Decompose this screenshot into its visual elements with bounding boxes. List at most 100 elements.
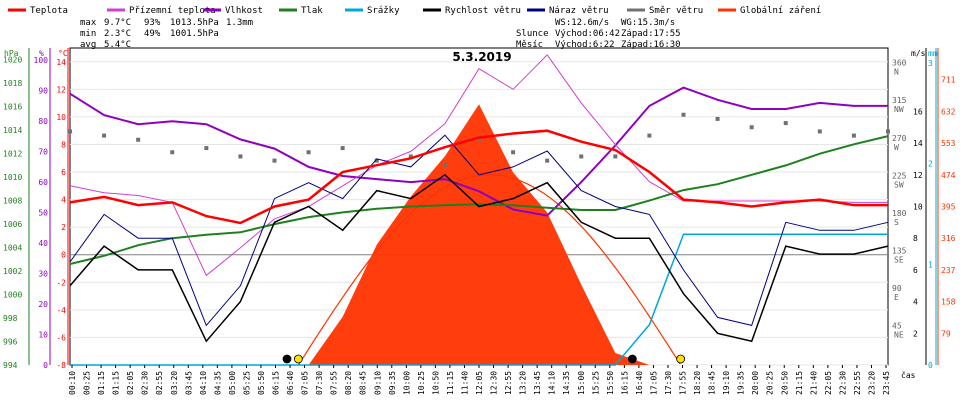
series-wind-dir-point <box>477 137 481 142</box>
tick-hpa: 1016 <box>3 103 22 112</box>
tick-time: 13:20 <box>519 371 528 395</box>
sun-rise: Východ:06:42 <box>555 29 620 39</box>
tick-time: 17:30 <box>664 371 673 395</box>
tick-time: 16:15 <box>620 371 629 395</box>
tick-pct: 0 <box>43 361 48 370</box>
axis-label-pct: % <box>39 49 44 58</box>
series-wind-dir-point <box>681 112 686 117</box>
tick-dir-cardinal: N <box>894 68 899 77</box>
tick-time: 03:45 <box>184 371 193 395</box>
moon-rise: Východ:6:22 <box>555 40 615 50</box>
tick-time: 07:30 <box>315 371 324 395</box>
tick-wm2: 395 <box>941 203 956 212</box>
tick-pct: 10 <box>38 331 48 340</box>
legend: Teplota Přízemní teplota Vlhkost Tlak Srážky… <box>8 6 821 16</box>
tick-pct: 70 <box>38 148 48 157</box>
tick-time: 05:50 <box>257 371 266 395</box>
series-wind-gust <box>69 134 889 327</box>
tick-dir-cardinal: W <box>894 143 899 152</box>
tick-hpa: 1012 <box>3 150 22 159</box>
series-wind-dir-point <box>340 146 345 151</box>
stat-hum-max: 93% <box>144 18 161 28</box>
sun-label: Slunce <box>516 29 549 39</box>
tick-time: 21:40 <box>809 371 818 395</box>
tick-hpa: 998 <box>3 314 18 323</box>
axis-label-ms: m/s <box>911 49 926 58</box>
tick-ms: 6 <box>913 266 918 275</box>
tick-time: 18:20 <box>693 371 702 395</box>
stat-label-min: min <box>80 29 96 39</box>
tick-time: 08:20 <box>344 371 353 395</box>
tick-temp: 2 <box>61 223 66 232</box>
stat-press-max: 1013.5hPa <box>170 18 219 28</box>
moon-label: Měsíc <box>516 40 543 50</box>
tick-time: 12:55 <box>504 371 513 395</box>
legend-label-5: Rychlost větru <box>445 6 521 16</box>
series-humidity <box>69 86 888 217</box>
tick-pct: 30 <box>38 270 48 279</box>
tick-dir-deg: 315 <box>892 96 907 105</box>
tick-pct: 60 <box>38 178 48 187</box>
tick-time: 22:55 <box>853 371 862 395</box>
tick-wm2: 316 <box>941 234 956 243</box>
tick-dir-deg: 45 <box>892 321 902 330</box>
tick-time: 00:10 <box>68 371 77 395</box>
series-radiation-clearsky <box>297 174 681 366</box>
axis-label-temp: °C <box>58 49 68 58</box>
tick-dir-cardinal: NW <box>894 105 904 114</box>
tick-hpa: 1018 <box>3 79 22 88</box>
series-wind-dir-point <box>102 133 107 138</box>
time-axis: 00:10 00:25 01:15 01:15 02:05 02:30 02:55 03:20… <box>68 365 916 395</box>
legend-label-1: Přízemní teplota <box>129 6 216 16</box>
tick-dir-cardinal: NE <box>894 330 904 339</box>
tick-dir-deg: 225 <box>892 171 907 180</box>
tick-dir-cardinal: S <box>894 218 899 227</box>
series-wind-dir-point <box>408 154 413 159</box>
tick-ms: 14 <box>913 139 923 148</box>
series-wind-dir-point <box>749 125 754 130</box>
series-wind-dir-point <box>783 121 788 126</box>
axis-label-mm: mm <box>928 49 938 58</box>
legend-label-4: Srážky <box>367 6 400 16</box>
stat-temp-avg: 5.4°C <box>104 40 131 50</box>
tick-time: 10:25 <box>417 371 426 395</box>
tick-temp: 0 <box>61 251 66 260</box>
tick-hpa: 1000 <box>3 291 22 300</box>
sunrise-marker <box>293 354 303 364</box>
series-wind-dir-point <box>442 162 447 167</box>
tick-time: 18:45 <box>708 371 717 395</box>
tick-time: 15:50 <box>606 371 615 395</box>
tick-temp: -4 <box>56 306 66 315</box>
series-wind-dir-point <box>204 146 209 151</box>
tick-pct: 80 <box>38 117 48 126</box>
tick-time: 20:00 <box>751 371 760 395</box>
series-radiation <box>70 104 888 365</box>
tick-time: 11:40 <box>460 371 469 395</box>
legend-label-6: Náraz větru <box>549 6 609 16</box>
series-pressure <box>69 135 889 265</box>
tick-time: 17:05 <box>649 371 658 395</box>
tick-time: 07:05 <box>301 371 310 395</box>
series-wind-dir-point <box>136 137 141 142</box>
chart-title: 5.3.2019 <box>452 50 511 64</box>
tick-mm: 2 <box>928 160 933 169</box>
stat-hum-min: 49% <box>144 29 161 39</box>
stats-header: max 9.7°C 93% 1013.5hPa 1.3mm min 2.3°C 49% 1001… <box>80 18 681 50</box>
stat-press-min: 1001.5hPa <box>170 29 219 39</box>
tick-time: 13:45 <box>533 371 542 395</box>
tick-time: 03:20 <box>170 371 179 395</box>
stat-rain-max: 1.3mm <box>226 18 253 28</box>
tick-hpa: 1014 <box>3 126 22 135</box>
tick-time: 02:05 <box>126 371 135 395</box>
sunset-marker <box>676 354 686 364</box>
tick-temp: 10 <box>56 113 66 122</box>
tick-time: 05:00 <box>228 371 237 395</box>
series-wind-dir-point <box>851 133 856 138</box>
tick-time: 17:55 <box>679 371 688 395</box>
series-temperature <box>69 129 888 225</box>
tick-time: 19:10 <box>722 371 731 395</box>
tick-dir-deg: 90 <box>892 284 902 293</box>
tick-dir-deg: 270 <box>892 134 907 143</box>
